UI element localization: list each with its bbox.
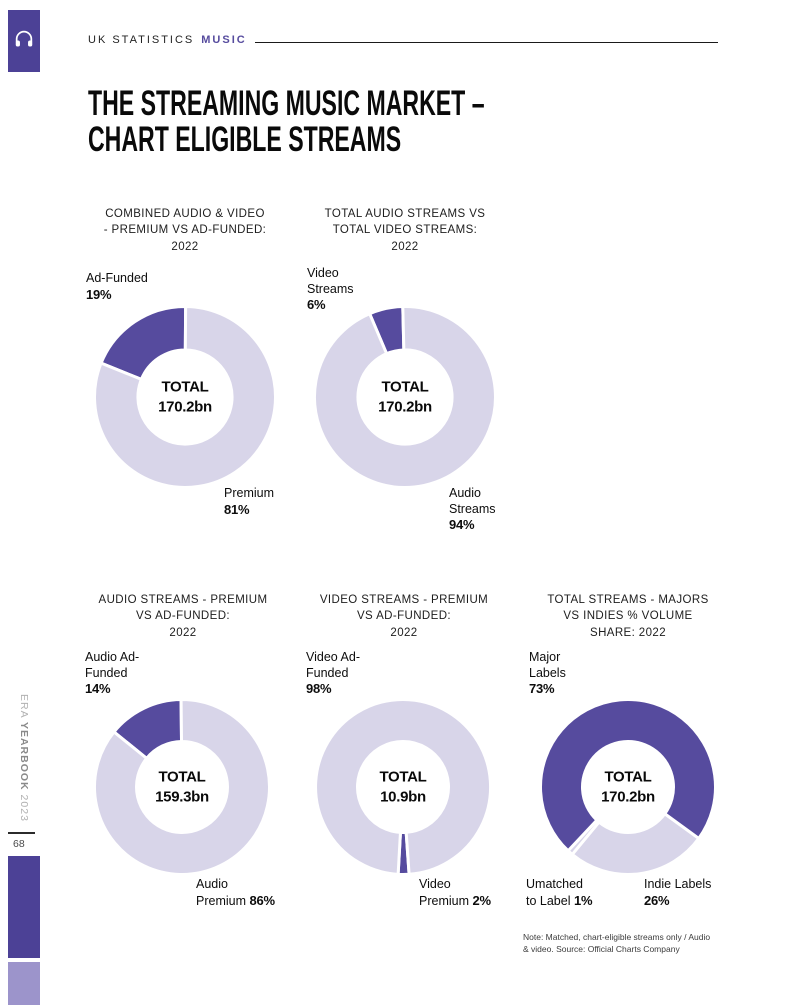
header-category: MUSIC	[201, 34, 247, 46]
donut-chart	[93, 698, 271, 876]
total-label: TOTAL	[158, 768, 206, 786]
chart-title: TOTAL STREAMS - MAJORS VS INDIES % VOLUM…	[521, 592, 735, 641]
donut-center-total: TOTAL 159.3bn	[155, 768, 209, 807]
chart-title-line: 2022	[171, 240, 199, 253]
chart-title-line: VS INDIES % VOLUME	[563, 610, 693, 623]
spine-text: ERA YEARBOOK 2023	[18, 694, 30, 822]
chart-title-line: TOTAL STREAMS - MAJORS	[547, 594, 709, 606]
donut-chart	[313, 305, 497, 489]
donut-center-total: TOTAL 170.2bn	[378, 378, 432, 417]
page-number: 68	[13, 838, 25, 850]
total-label: TOTAL	[379, 768, 427, 786]
segment-label-major-labels: Major Labels 73%	[529, 650, 566, 696]
source-note: Note: Matched, chart-eligible streams on…	[523, 932, 711, 955]
chart-title: AUDIO STREAMS - PREMIUM VS AD-FUNDED: 20…	[84, 592, 282, 641]
chart-title-line: TOTAL AUDIO STREAMS VS	[324, 208, 486, 220]
segment-label-video-streams: Video Streams 6%	[307, 266, 354, 312]
chart-title-line: SHARE: 2022	[590, 626, 666, 639]
total-value: 170.2bn	[601, 788, 655, 805]
page-number-rule	[8, 832, 35, 834]
chart-title: VIDEO STREAMS - PREMIUM VS AD-FUNDED: 20…	[304, 592, 504, 641]
chart-title: COMBINED AUDIO & VIDEO - PREMIUM VS AD-F…	[88, 206, 282, 255]
segment-label-video-premium: Video Premium 2%	[419, 877, 491, 908]
page-header: UK STATISTICS MUSIC	[88, 34, 718, 46]
donut-chart	[314, 698, 492, 876]
chart-title-line: COMBINED AUDIO & VIDEO	[105, 208, 265, 220]
donut-chart	[539, 698, 717, 876]
header-section: UK STATISTICS	[88, 34, 195, 46]
segment-label-video-adfunded: Video Ad- Funded 98%	[306, 650, 360, 696]
total-value: 170.2bn	[158, 398, 212, 415]
total-label: TOTAL	[604, 768, 652, 786]
page-title-line2: CHART ELIGIBLE STREAMS	[88, 120, 402, 160]
segment-label-audio-premium: Audio Premium 86%	[196, 877, 275, 908]
chart-title-line: VS AD-FUNDED:	[356, 610, 452, 623]
spine-year: 2023	[18, 794, 30, 822]
page-title-line1: THE STREAMING MUSIC MARKET –	[88, 84, 485, 123]
header-rule	[254, 42, 718, 43]
donut-center-total: TOTAL 170.2bn	[601, 768, 655, 807]
donut-chart	[93, 305, 277, 489]
chart-title-line: AUDIO STREAMS - PREMIUM	[98, 594, 268, 606]
chart-title-line: VS AD-FUNDED:	[135, 610, 231, 623]
sidebar-band-light	[8, 962, 40, 1005]
chart-title-line: 2022	[390, 626, 418, 639]
segment-label-adfunded: Ad-Funded 19%	[86, 271, 148, 302]
total-value: 159.3bn	[155, 788, 209, 805]
headphones-icon	[13, 28, 35, 55]
spine-era: ERA	[18, 694, 30, 719]
segment-label-premium: Premium 81%	[224, 486, 275, 517]
total-value: 170.2bn	[378, 398, 432, 415]
segment-label-indie-labels: Indie Labels 26%	[644, 877, 712, 908]
segment-label-audio-adfunded: Audio Ad- Funded 14%	[85, 650, 140, 696]
chart-title-line: TOTAL VIDEO STREAMS:	[332, 224, 478, 237]
chart-title: TOTAL AUDIO STREAMS VS TOTAL VIDEO STREA…	[307, 206, 503, 255]
chart-title-line: VIDEO STREAMS - PREMIUM	[319, 594, 489, 606]
chart-title-line: 2022	[391, 240, 419, 253]
chart-title-line: 2022	[169, 626, 197, 639]
segment-label-audio-streams: Audio Streams 94%	[449, 486, 496, 532]
donut-center-total: TOTAL 170.2bn	[158, 378, 212, 417]
sidebar-band	[8, 856, 40, 958]
page-title: THE STREAMING MUSIC MARKET – CHART ELIGI…	[88, 84, 485, 160]
chart-title-line: - PREMIUM VS AD-FUNDED:	[103, 224, 267, 237]
segment-label-unmatched: Umatched to Label 1%	[526, 877, 593, 908]
spine-yearbook: YEARBOOK	[18, 721, 30, 791]
headphones-badge	[8, 10, 40, 72]
total-value: 10.9bn	[380, 788, 426, 805]
total-label: TOTAL	[161, 378, 209, 396]
donut-center-total: TOTAL 10.9bn	[379, 768, 426, 807]
total-label: TOTAL	[381, 378, 429, 396]
